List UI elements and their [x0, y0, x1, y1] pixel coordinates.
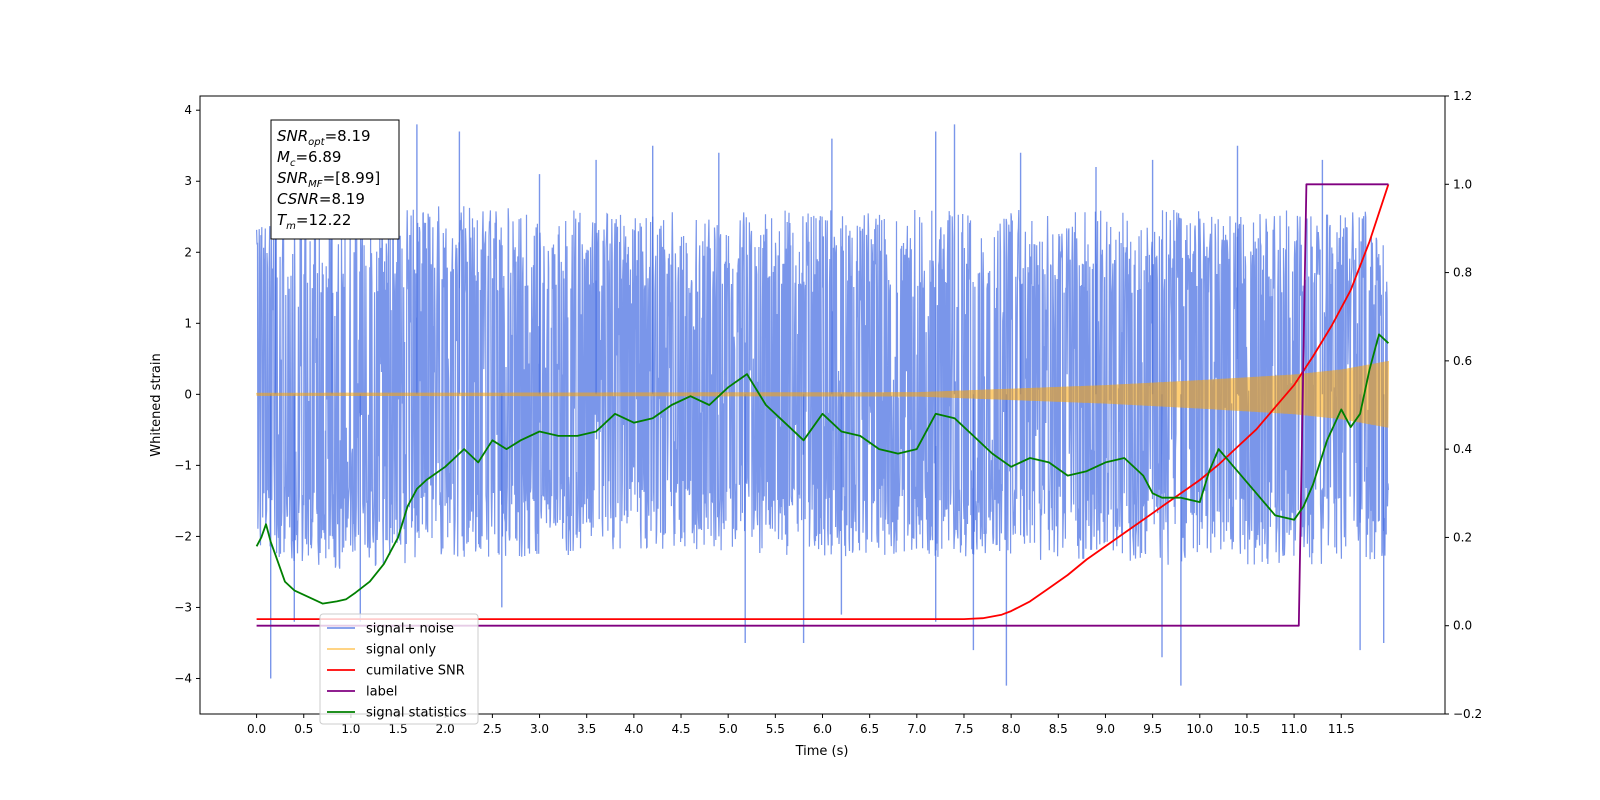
- y-axis-right: −0.2 0.0 0.2 0.4 0.6 0.8 1.0 1.2: [1445, 89, 1482, 721]
- x-tick-label: 1.0: [341, 722, 360, 736]
- plot-area: [255, 124, 1390, 686]
- y-tick-label: −3: [174, 600, 192, 614]
- x-tick-label: 0.0: [247, 722, 266, 736]
- x-tick-label: 5.5: [766, 722, 785, 736]
- signal-plus-noise-line: [256, 206, 1389, 569]
- x-tick-label: 4.0: [624, 722, 643, 736]
- y-right-tick-label: 1.2: [1453, 89, 1472, 103]
- y-tick-label: 4: [184, 103, 192, 117]
- y-right-tick-label: 0.0: [1453, 619, 1472, 633]
- right-axis-series: [255, 183, 1390, 627]
- info-value: =6.89: [295, 148, 341, 166]
- x-tick-label: 2.5: [483, 722, 502, 736]
- legend-label: signal only: [366, 643, 436, 658]
- legend-item-cumulative-snr: cumilative SNR: [327, 664, 465, 679]
- info-variable: SNR: [277, 169, 308, 187]
- signal-statistics-line: [255, 333, 1390, 605]
- info-value: =8.19: [319, 190, 365, 208]
- signal-only-series: [256, 360, 1389, 428]
- y-right-tick-label: 0.2: [1453, 530, 1472, 544]
- legend: signal+ noise signal only cumilative SNR la…: [319, 613, 479, 725]
- y-tick-label: −1: [174, 458, 192, 472]
- x-tick-label: 3.0: [530, 722, 549, 736]
- x-tick-label: 7.5: [954, 722, 973, 736]
- x-tick-label: 1.5: [389, 722, 408, 736]
- info-line: Tm=12.22: [277, 211, 351, 232]
- x-tick-label: 6.5: [860, 722, 879, 736]
- x-tick-label: 6.0: [813, 722, 832, 736]
- info-line: SNRMF=[8.99]: [277, 169, 380, 190]
- info-subscript: opt: [308, 137, 325, 148]
- info-subscript: c: [290, 158, 296, 169]
- y-right-tick-label: 1.0: [1453, 177, 1472, 191]
- info-value: =[8.99]: [323, 169, 381, 187]
- legend-label: cumilative SNR: [366, 664, 465, 679]
- info-subscript: m: [286, 221, 296, 232]
- info-variable: CSNR: [277, 190, 319, 208]
- info-line: CSNR=8.19: [277, 190, 365, 208]
- info-value: =12.22: [296, 211, 352, 229]
- x-tick-label: 11.0: [1281, 722, 1308, 736]
- legend-item-signal-statistics: signal statistics: [327, 706, 467, 721]
- legend-label: signal statistics: [366, 706, 467, 721]
- signal-plus-noise-spikes: [270, 124, 1385, 686]
- x-tick-label: 0.5: [294, 722, 313, 736]
- y-tick-label: 1: [184, 316, 192, 330]
- y-axis-left: −4 −3 −2 −1 0 1 2 3 4: [174, 103, 200, 685]
- y-axis-label: Whitened strain: [149, 353, 164, 456]
- info-variable: T: [277, 211, 288, 229]
- label-line: [256, 183, 1389, 627]
- x-tick-label: 9.0: [1096, 722, 1115, 736]
- legend-label: signal+ noise: [366, 622, 454, 637]
- x-tick-label: 5.0: [719, 722, 738, 736]
- info-variable: M: [277, 148, 290, 166]
- x-tick-label: 10.5: [1234, 722, 1261, 736]
- y-tick-label: 0: [184, 387, 192, 401]
- legend-frame: [319, 613, 479, 725]
- x-tick-label: 3.5: [577, 722, 596, 736]
- legend-item-label: label: [327, 685, 397, 700]
- y-tick-label: 3: [184, 174, 192, 188]
- info-box: SNRopt=8.19Mc=6.89SNRMF=[8.99]CSNR=8.19T…: [270, 119, 400, 240]
- legend-label: label: [366, 685, 397, 700]
- x-tick-label: 11.5: [1328, 722, 1355, 736]
- x-tick-label: 4.5: [671, 722, 690, 736]
- info-line: SNRopt=8.19: [277, 127, 371, 148]
- info-variable: SNR: [277, 127, 308, 145]
- signal-only-line: [256, 360, 1389, 428]
- y-tick-label: −2: [174, 529, 192, 543]
- y-right-tick-label: 0.4: [1453, 442, 1472, 456]
- signal-plus-noise-series: [256, 124, 1389, 686]
- legend-item-signal-plus-noise: signal+ noise: [327, 622, 454, 637]
- y-right-tick-label: 0.6: [1453, 354, 1472, 368]
- x-tick-label: 2.0: [436, 722, 455, 736]
- x-tick-label: 9.5: [1143, 722, 1162, 736]
- x-axis: 0.0 0.5 1.0 1.5 2.0 2.5 3.0 3.5 4.0 4.5 5.0 5.5 6.0 6…: [247, 714, 1355, 736]
- x-tick-label: 7.0: [907, 722, 926, 736]
- y-right-tick-label: −0.2: [1453, 707, 1482, 721]
- y-right-tick-label: 0.8: [1453, 266, 1472, 280]
- info-subscript: MF: [308, 179, 323, 190]
- x-tick-label: 10.0: [1186, 722, 1213, 736]
- x-tick-label: 8.5: [1049, 722, 1068, 736]
- y-tick-label: −4: [174, 671, 192, 685]
- info-line: Mc=6.89: [277, 148, 341, 169]
- legend-item-signal-only: signal only: [327, 643, 436, 658]
- cumulative-snr-line: [256, 184, 1390, 620]
- x-axis-label: Time (s): [795, 744, 849, 759]
- info-box-frame: [270, 119, 400, 240]
- info-value: =8.19: [325, 127, 371, 145]
- x-tick-label: 8.0: [1002, 722, 1021, 736]
- y-tick-label: 2: [184, 245, 192, 259]
